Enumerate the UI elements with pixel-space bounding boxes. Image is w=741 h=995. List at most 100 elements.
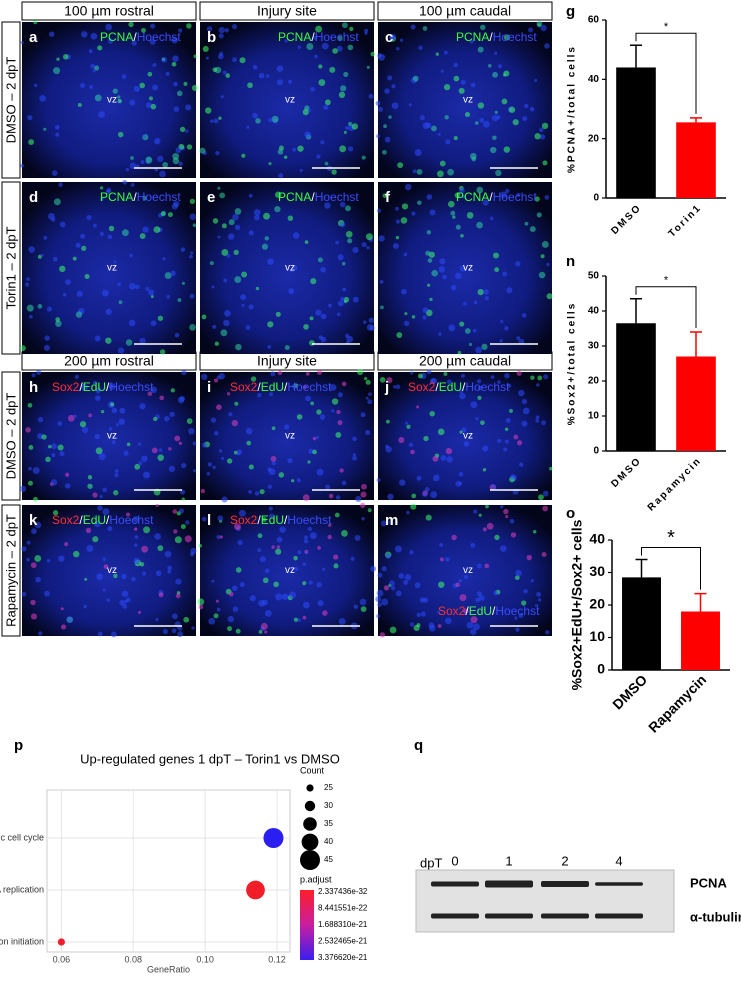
cell-nucleus [458, 481, 463, 485]
cell-nucleus [393, 385, 397, 389]
x-tick-label: Rapamycin [645, 671, 709, 735]
cell-nucleus [395, 384, 401, 390]
cell-nucleus [446, 379, 452, 385]
cell-nucleus [175, 578, 182, 585]
cell-nucleus [439, 160, 446, 167]
cell-nucleus [185, 129, 189, 133]
cell-nucleus [350, 556, 355, 561]
cell-nucleus [378, 235, 385, 242]
cell-nucleus [173, 529, 178, 534]
cell-nucleus [537, 598, 542, 602]
micrograph-image [378, 22, 552, 178]
cell-nucleus [477, 395, 482, 401]
cell-nucleus [395, 235, 400, 240]
cell-nucleus [412, 75, 419, 82]
cell-nucleus [427, 258, 433, 263]
cell-nucleus [170, 270, 176, 277]
dot [246, 880, 265, 900]
cell-nucleus [26, 304, 34, 312]
cell-nucleus [124, 599, 128, 604]
cell-nucleus [463, 608, 469, 614]
cell-nucleus [302, 562, 307, 567]
cell-nucleus [92, 380, 98, 386]
cell-nucleus [470, 616, 478, 624]
cell-nucleus [139, 233, 146, 239]
cell-nucleus [79, 421, 87, 428]
cell-nucleus [503, 34, 511, 41]
cell-nucleus [48, 212, 55, 220]
cell-nucleus [111, 407, 118, 414]
cell-nucleus [314, 54, 318, 59]
cell-nucleus [411, 315, 416, 319]
cell-nucleus [288, 79, 293, 84]
cell-nucleus [450, 210, 456, 216]
cell-nucleus [161, 57, 166, 61]
cell-nucleus [515, 569, 522, 577]
cell-nucleus [207, 462, 212, 467]
cell-nucleus [325, 484, 330, 490]
cell-nucleus [231, 419, 239, 427]
cell-nucleus [293, 555, 298, 561]
stain-label: PCNA/Hoechst [278, 190, 359, 204]
x-tick-label: 0.12 [268, 954, 286, 964]
cell-nucleus [121, 573, 127, 580]
cell-nucleus [492, 252, 500, 259]
cell-nucleus [53, 256, 58, 262]
cell-nucleus [355, 495, 362, 503]
cell-nucleus [93, 223, 97, 228]
cell-nucleus [233, 450, 238, 455]
cell-nucleus [481, 343, 488, 350]
cell-nucleus [102, 508, 110, 516]
cell-nucleus [276, 545, 281, 549]
significance-label: * [664, 21, 669, 33]
column-header: Injury site [257, 3, 317, 19]
cell-nucleus [461, 194, 466, 199]
cell-nucleus [500, 505, 504, 509]
cell-nucleus [169, 411, 175, 417]
cell-nucleus [235, 343, 242, 351]
cell-nucleus [281, 593, 289, 600]
row-label-box [1, 181, 21, 355]
cell-nucleus [394, 545, 402, 553]
cell-nucleus [189, 198, 195, 204]
cell-nucleus [241, 153, 246, 158]
panel-letter: o [566, 505, 575, 522]
cell-nucleus [291, 384, 296, 389]
color-bar [300, 890, 314, 960]
cell-nucleus [309, 340, 315, 346]
cell-nucleus [381, 566, 387, 572]
cell-nucleus [34, 555, 42, 562]
cell-nucleus [410, 503, 417, 510]
cell-nucleus [339, 468, 344, 473]
row-label: DMSO – 2 dpT [3, 57, 18, 144]
cell-nucleus [336, 312, 341, 317]
cell-nucleus [110, 631, 117, 638]
size-legend-dot [300, 850, 320, 870]
cell-nucleus [273, 581, 279, 588]
cell-nucleus [201, 314, 207, 320]
cell-nucleus [44, 335, 50, 341]
cell-nucleus [89, 85, 94, 89]
cell-nucleus [304, 550, 308, 555]
cell-nucleus [247, 82, 253, 89]
stain-label: Sox2/EdU/Hoechst [52, 513, 154, 527]
cell-nucleus [382, 149, 387, 155]
stain-label: PCNA/Hoechst [100, 190, 181, 204]
cell-nucleus [504, 372, 510, 379]
y-axis-label: %Sox2+EdU+/Sox2+ cells [569, 519, 585, 690]
cell-nucleus [408, 103, 412, 107]
cell-nucleus [211, 579, 215, 583]
cell-nucleus [21, 591, 27, 597]
cell-nucleus [168, 447, 172, 451]
cell-nucleus [318, 79, 326, 86]
cell-nucleus [396, 47, 400, 51]
cell-nucleus [205, 56, 209, 60]
blot-band [431, 881, 479, 887]
cell-nucleus [192, 223, 197, 228]
cell-nucleus [172, 55, 179, 62]
micrograph [376, 369, 553, 501]
cell-nucleus [320, 336, 327, 343]
cell-nucleus [227, 615, 235, 623]
cell-nucleus [221, 223, 227, 229]
cell-nucleus [503, 70, 510, 77]
